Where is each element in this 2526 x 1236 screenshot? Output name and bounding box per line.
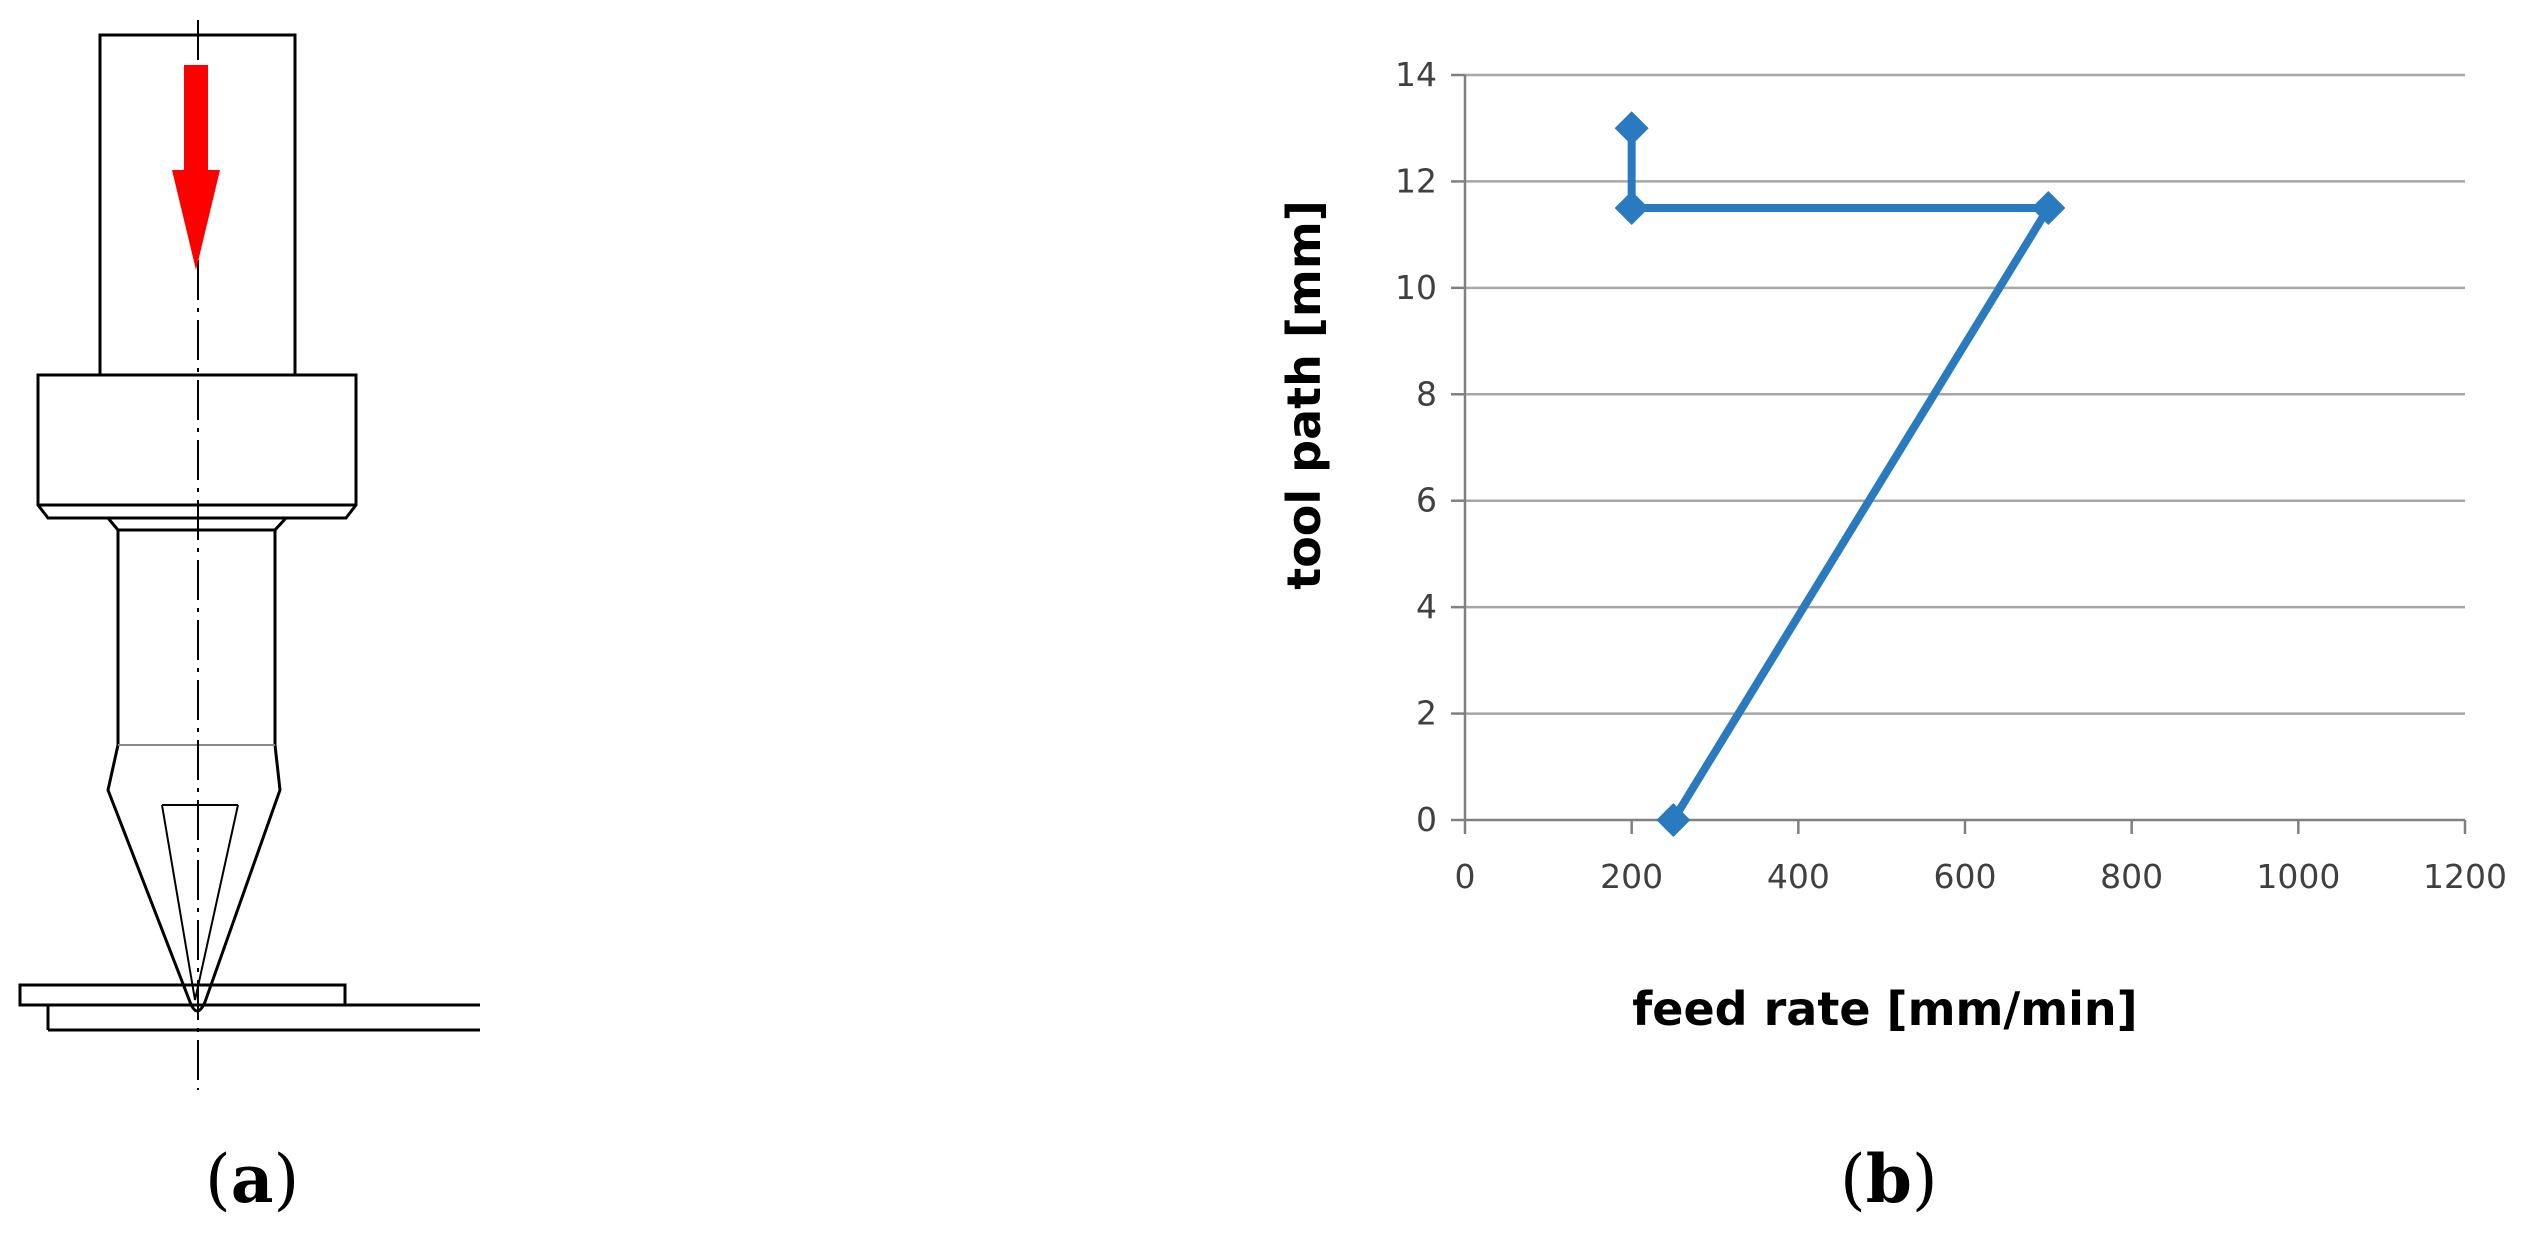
grid-lines	[1465, 73, 2465, 715]
y-tick-label-14: 14	[1395, 55, 1437, 94]
panel-b-chart: 0 2 4 6 8 10 12 14 0 200 400 600 800 1000 1200 feed r…	[1200, 0, 2526, 1236]
x-tick-label-800: 800	[2100, 857, 2163, 896]
data-point-0-2	[1614, 191, 1649, 226]
feed-direction-arrow	[172, 65, 220, 270]
series-line-0	[1627, 128, 2053, 823]
y-tick-label-10: 10	[1395, 268, 1437, 307]
y-tick-label-2: 2	[1416, 694, 1437, 733]
tool-body	[18, 33, 480, 1032]
axes	[1451, 73, 2467, 834]
x-tick-label-0: 0	[1455, 857, 1476, 896]
x-tick-label-600: 600	[1934, 857, 1997, 896]
tool-drawing	[18, 20, 480, 1090]
caption-b: (b)	[1840, 1140, 1938, 1218]
arrow-head	[172, 170, 220, 270]
tool-tip-cone	[161, 804, 239, 1001]
arrow-shaft	[184, 65, 208, 175]
y-tick-label-12: 12	[1395, 161, 1437, 200]
feed-rate-chart: 0 2 4 6 8 10 12 14 0 200 400 600 800 1000 1200 feed r…	[1277, 55, 2507, 1036]
x-tick-labels: 0 200 400 600 800 1000 1200	[1455, 857, 2507, 896]
data-point-0-0	[1656, 803, 1691, 837]
x-tick-label-1200: 1200	[2423, 857, 2507, 896]
series-tool-path	[1614, 111, 2066, 837]
x-tick-label-1000: 1000	[2256, 857, 2340, 896]
y-tick-label-6: 6	[1416, 481, 1437, 520]
x-tick-label-400: 400	[1767, 857, 1830, 896]
y-tick-labels: 0 2 4 6 8 10 12 14	[1395, 55, 1437, 839]
y-tick-label-0: 0	[1416, 800, 1437, 839]
y-axis-title: tool path [mm]	[1277, 200, 1331, 590]
y-tick-label-8: 8	[1416, 374, 1437, 413]
caption-a: (a)	[205, 1140, 300, 1218]
workpiece-sheet	[18, 983, 347, 1007]
data-point-0-3	[1614, 111, 1649, 146]
x-tick-label-200: 200	[1600, 857, 1663, 896]
panel-a-tool-drawing: (a)	[0, 0, 520, 1236]
data-point-0-1	[2031, 191, 2066, 226]
x-axis-title: feed rate [mm/min]	[1632, 982, 2137, 1036]
y-tick-label-4: 4	[1416, 587, 1437, 626]
